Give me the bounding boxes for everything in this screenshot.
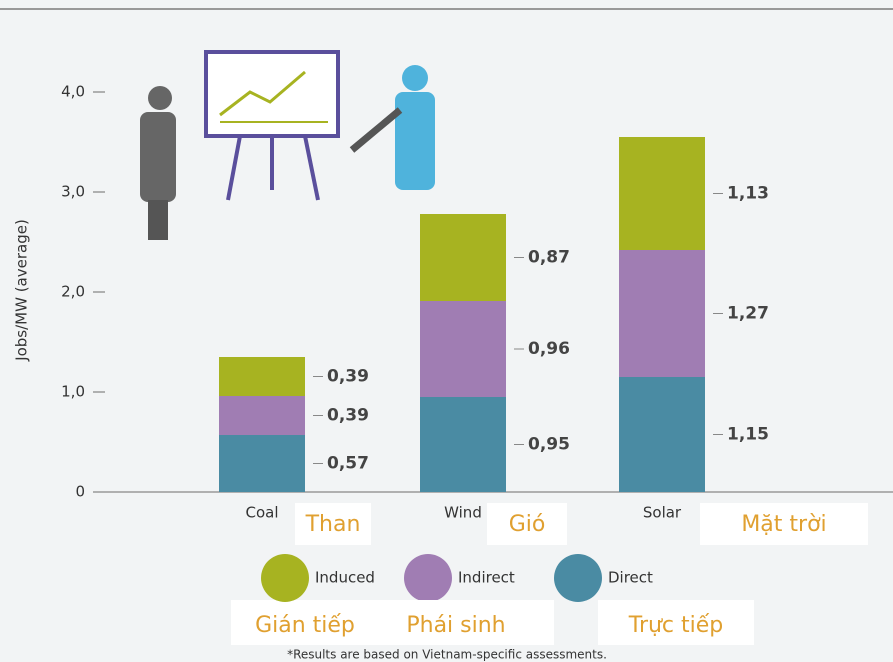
footnote: *Results are based on Vietnam-specific a…: [287, 648, 607, 662]
bar-segment: [619, 137, 705, 250]
y-tick-label: 0: [75, 483, 85, 501]
value-label: 1,27: [727, 304, 769, 324]
bar-segment: [219, 396, 305, 435]
x-tick-label: Solar: [643, 504, 682, 522]
y-axis-title: Jobs/MW (average): [13, 219, 31, 362]
category-translation: Mặt trời: [741, 512, 826, 537]
legend-translation: Gián tiếp: [255, 613, 355, 638]
y-tick-label: 1,0: [61, 383, 85, 401]
page: Jobs/MW (average) *Results are based on …: [0, 0, 893, 662]
value-label: 0,87: [528, 248, 570, 268]
legend-swatch: [404, 554, 452, 602]
legend-swatch: [261, 554, 309, 602]
y-tick-label: 2,0: [61, 283, 85, 301]
legend-label: Direct: [608, 569, 653, 587]
value-label: 0,39: [327, 406, 369, 426]
bar-segment: [420, 214, 506, 301]
legend-label: Indirect: [458, 569, 515, 587]
y-tick-label: 3,0: [61, 183, 85, 201]
bar-segment: [420, 397, 506, 492]
bar-segment: [619, 377, 705, 492]
chart: Jobs/MW (average) *Results are based on …: [0, 0, 893, 662]
value-label: 1,13: [727, 184, 769, 204]
value-label: 1,15: [727, 425, 769, 445]
x-tick-label: Coal: [245, 504, 278, 522]
value-label: 0,95: [528, 435, 570, 455]
bar-segment: [219, 357, 305, 396]
bar-segment: [619, 250, 705, 377]
bar-segment: [420, 301, 506, 397]
legend-label: Induced: [315, 569, 375, 587]
legend-translation: Phái sinh: [406, 613, 505, 638]
value-label: 0,96: [528, 339, 570, 359]
legend-swatch: [554, 554, 602, 602]
category-translation: Gió: [509, 512, 546, 537]
category-translation: Than: [305, 512, 361, 537]
value-label: 0,57: [327, 454, 369, 474]
x-tick-label: Wind: [444, 504, 482, 522]
value-label: 0,39: [327, 367, 369, 387]
bar-segment: [219, 435, 305, 492]
y-tick-label: 4,0: [61, 83, 85, 101]
legend-translation: Trực tiếp: [628, 613, 724, 638]
